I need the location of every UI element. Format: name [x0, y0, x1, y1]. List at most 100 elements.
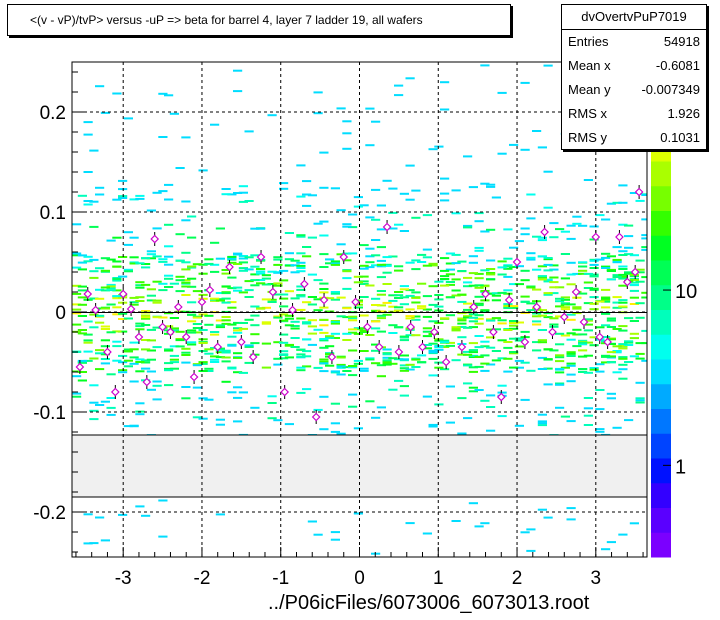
heatmap-cell: [411, 315, 421, 318]
heatmap-cell: [359, 267, 369, 270]
heatmap-cell: [601, 288, 611, 291]
heatmap-cell: [537, 413, 547, 416]
heatmap-cell: [428, 349, 438, 352]
heatmap-cell: [261, 298, 271, 301]
heatmap-cell: [307, 520, 317, 523]
heatmap-cell: [227, 344, 237, 347]
heatmap-cell: [267, 301, 277, 303]
heatmap-cell: [118, 330, 128, 333]
heatmap-cell: [146, 388, 156, 391]
heatmap-cell: [238, 261, 248, 264]
heatmap-cell: [543, 348, 553, 351]
heatmap-cell: [388, 187, 398, 190]
heatmap-cell: [261, 366, 271, 369]
profile-point: [457, 342, 467, 352]
heatmap-cell: [451, 520, 461, 522]
heatmap-cell: [198, 169, 208, 172]
heatmap-cell: [164, 245, 174, 248]
heatmap-cell: [371, 343, 381, 346]
heatmap-cell: [560, 308, 570, 311]
profile-point: [83, 289, 93, 299]
heatmap-cell: [457, 319, 467, 322]
heatmap-cell: [474, 249, 484, 252]
heatmap-cell: [112, 359, 122, 362]
heatmap-cell: [353, 512, 363, 515]
heatmap-cell: [394, 294, 404, 297]
heatmap-cell: [210, 270, 220, 273]
heatmap-cell: [336, 366, 346, 369]
heatmap-cell: [445, 262, 455, 265]
heatmap-cell: [463, 155, 473, 158]
heatmap-cell: [221, 319, 231, 322]
heatmap-cell: [520, 233, 530, 236]
profile-point: [181, 332, 191, 342]
heatmap-cell: [152, 255, 162, 258]
profile-point: [158, 322, 167, 332]
heatmap-cell: [83, 203, 93, 206]
heatmap-cell: [641, 291, 647, 294]
heatmap-cell: [503, 267, 513, 270]
heatmap-cell: [463, 315, 473, 318]
heatmap-cell: [589, 336, 599, 339]
heatmap-cell: [371, 362, 381, 365]
heatmap-cell: [221, 292, 231, 295]
heatmap-cell: [532, 315, 542, 318]
heatmap-cell: [187, 313, 197, 316]
heatmap-cell: [302, 365, 312, 368]
heatmap-cell: [583, 371, 593, 374]
heatmap-cell: [440, 192, 450, 195]
heatmap-cell: [238, 269, 248, 272]
y-tick-label: -0.2: [33, 503, 66, 524]
heatmap-cell: [440, 346, 450, 348]
heatmap-cell: [135, 328, 145, 331]
heatmap-cell: [509, 283, 519, 286]
heatmap-cell: [428, 351, 438, 354]
profile-point: [248, 352, 258, 362]
heatmap-cell: [641, 246, 647, 249]
heatmap-cell: [198, 362, 208, 365]
heatmap-cell: [319, 234, 329, 237]
heatmap-cell: [549, 264, 559, 267]
heatmap-cell: [411, 296, 421, 299]
profile-point: [319, 295, 329, 305]
palette-swatch: [651, 482, 671, 508]
heatmap-cell: [250, 265, 260, 268]
heatmap-cell: [434, 298, 444, 301]
heatmap-cell: [273, 256, 283, 259]
heatmap-cell: [606, 268, 616, 271]
heatmap-cell: [72, 308, 82, 311]
heatmap-cell: [238, 322, 248, 324]
heatmap-cell: [601, 336, 611, 338]
heatmap-cell: [618, 363, 628, 366]
heatmap-cell: [440, 177, 450, 180]
heatmap-cell: [583, 302, 593, 305]
heatmap-cell: [135, 358, 145, 361]
profile-point: [225, 262, 234, 272]
heatmap-cell: [589, 308, 599, 311]
heatmap-cell: [319, 282, 329, 285]
heatmap-cell: [256, 282, 266, 285]
heatmap-cell: [486, 259, 496, 262]
heatmap-cell: [330, 322, 340, 325]
heatmap-cell: [336, 356, 346, 359]
heatmap-cell: [371, 327, 381, 330]
heatmap-cell: [325, 262, 335, 265]
heatmap-cell: [227, 261, 237, 264]
heatmap-cell: [606, 355, 616, 358]
profile-point: [268, 287, 278, 297]
heatmap-cell: [187, 341, 197, 344]
heatmap-cell: [342, 307, 352, 310]
heatmap-cell: [135, 413, 145, 416]
heatmap-cell: [330, 263, 340, 266]
heatmap-cell: [325, 297, 335, 300]
profile-point: [481, 289, 490, 299]
heatmap-cell: [468, 502, 478, 505]
heatmap-cell: [296, 294, 306, 297]
heatmap-cell: [89, 270, 99, 273]
heatmap-cell: [169, 354, 179, 357]
heatmap-cell: [112, 345, 122, 348]
heatmap-cell: [434, 280, 444, 283]
heatmap-cell: [549, 222, 559, 225]
heatmap-cell: [388, 388, 398, 391]
heatmap-cell: [578, 349, 588, 352]
